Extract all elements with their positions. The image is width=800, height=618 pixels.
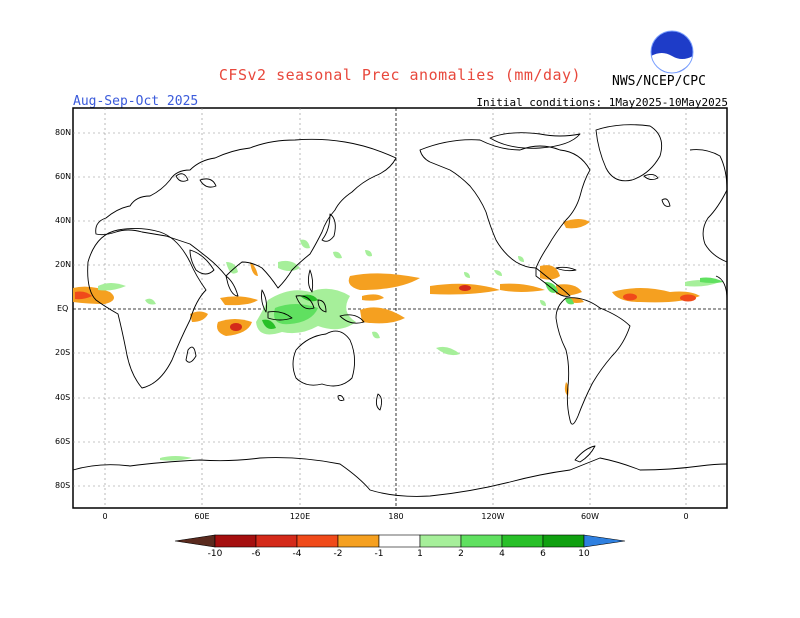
colorbar-label: -10 (208, 549, 223, 559)
lat-label: 20S (55, 348, 70, 357)
lon-label: 60W (581, 512, 599, 521)
colorbar-label: 4 (499, 549, 505, 559)
lat-label: EQ (57, 304, 68, 313)
colorbar-label: -2 (334, 549, 343, 559)
colorbar-labels: -10 -6 -4 -2 -1 1 2 4 6 10 (208, 549, 590, 559)
map-title: CFSv2 seasonal Prec anomalies (mm/day) (218, 66, 582, 84)
lat-label: 40N (55, 216, 71, 225)
lon-label: 120W (481, 512, 504, 521)
colorbar (174, 534, 626, 548)
noaa-logo-icon (650, 30, 694, 74)
colorbar-label: 10 (578, 549, 590, 559)
lat-label: 80S (55, 481, 70, 490)
colorbar-label: -1 (375, 549, 384, 559)
colorbar-label: 2 (458, 549, 464, 559)
colorbar-label: 1 (417, 549, 423, 559)
lon-label: 180 (388, 512, 403, 521)
colorbar-label: -4 (293, 549, 302, 559)
colorbar-arrow-low (174, 534, 216, 548)
lat-label: 60N (55, 172, 71, 181)
lon-label: 60E (194, 512, 209, 521)
lat-label: 40S (55, 393, 70, 402)
colorbar-arrow-high (583, 534, 626, 548)
agency-label: NWS/NCEP/CPC (612, 74, 706, 89)
lat-label: 80N (55, 128, 71, 137)
colorbar-label: 6 (540, 549, 546, 559)
lat-label: 60S (55, 437, 70, 446)
colorbar-label: -6 (252, 549, 261, 559)
lon-label: 120E (290, 512, 310, 521)
lon-label: 0 (102, 512, 107, 521)
lon-label: 0 (683, 512, 688, 521)
map-frame (72, 107, 728, 509)
wet-anomalies (98, 239, 724, 461)
season-label: Aug-Sep-Oct 2025 (73, 94, 199, 109)
dry-anomalies (73, 219, 700, 396)
longitude-labels: 0 60E 120E 180 120W 60W 0 (102, 512, 688, 521)
coastlines (72, 124, 728, 497)
latitude-labels: 80N 60N 40N 20N EQ 20S 40S 60S 80S (55, 128, 71, 490)
lat-label: 20N (55, 260, 71, 269)
initial-conditions-label: Initial conditions: 1May2025-10May2025 (476, 96, 728, 109)
